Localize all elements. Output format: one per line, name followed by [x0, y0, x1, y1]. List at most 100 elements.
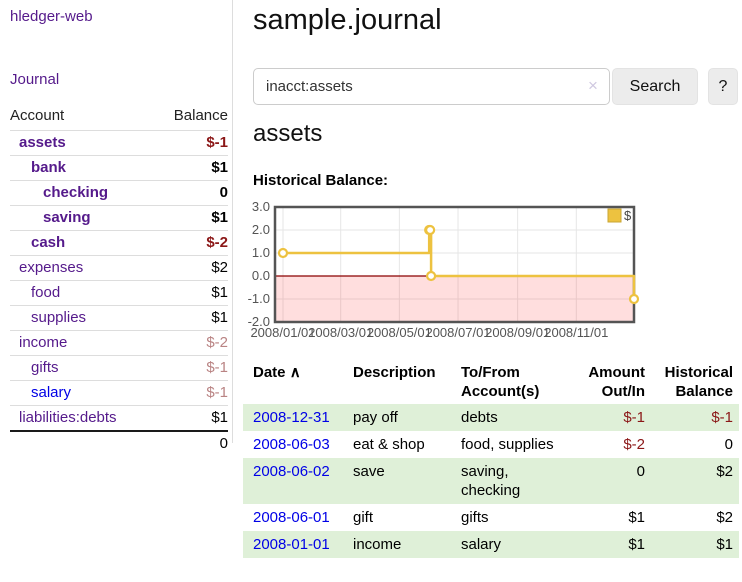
transaction-description: pay off [343, 404, 451, 431]
account-balance: 0 [154, 180, 228, 206]
transaction-description: gift [353, 509, 374, 526]
transaction-amount: $-2 [623, 436, 645, 453]
transaction-date-link[interactable]: 2008-01-01 [253, 536, 330, 553]
sidebar: hledger-web Journal Account Balance asse… [0, 0, 233, 456]
account-link-cash[interactable]: cash [31, 234, 66, 251]
transaction-amount: $1 [628, 509, 645, 526]
transaction-amount: $1 [556, 531, 651, 558]
transaction-accounts: saving, checking [451, 458, 556, 504]
svg-text:2008/09/01: 2008/09/01 [485, 325, 550, 340]
account-balance: $-1 [154, 380, 228, 406]
account-row-saving: saving $1 [10, 205, 228, 231]
transaction-balance: $2 [716, 509, 733, 526]
account-row-gifts: gifts $-1 [10, 355, 228, 381]
account-balance: $1 [154, 155, 228, 181]
accounts-total-value: 0 [154, 430, 228, 456]
account-page-title: assets [253, 120, 323, 147]
search-button[interactable]: Search [612, 68, 698, 105]
register-row: 2008-06-01 gift gifts $1 $2 [243, 504, 739, 531]
account-balance: $-1 [154, 130, 228, 156]
register-row: 2008-01-01 income salary $1 $1 [243, 531, 739, 558]
date-header-label: Date [253, 364, 286, 381]
svg-text:2008/07/01: 2008/07/01 [425, 325, 490, 340]
transaction-amount: 0 [556, 458, 651, 504]
register-table: Date ∧ Description To/From Account(s) Am… [243, 360, 739, 558]
svg-text:-2.0: -2.0 [248, 314, 270, 329]
historical-balance-chart: $3.0 2.0 1.0 0.0 -1.0 -2.0 2008/01/01 2008/03/0… [240, 198, 742, 348]
transaction-balance: $-1 [651, 404, 739, 431]
svg-text:2008/01/01: 2008/01/01 [250, 325, 315, 340]
account-row-food: food $1 [10, 280, 228, 306]
account-link-liabilities-debts[interactable]: liabilities:debts [19, 409, 117, 426]
search-input[interactable] [253, 68, 610, 105]
accounts-header-row: Account Balance [10, 102, 228, 131]
account-link-assets[interactable]: assets [19, 134, 66, 151]
account-balance: $-2 [154, 230, 228, 256]
account-link-checking[interactable]: checking [43, 184, 109, 201]
register-row: 2008-06-03 eat & shop food, supplies $-2… [243, 431, 739, 458]
register-row: 2008-06-02 save saving, checking 0 $2 [243, 458, 739, 504]
svg-text:$: $ [624, 208, 632, 223]
transaction-date-link[interactable]: 2008-06-02 [253, 463, 330, 480]
transaction-accounts: debts [451, 404, 556, 431]
account-link-bank[interactable]: bank [31, 159, 67, 176]
svg-text:1.0: 1.0 [252, 245, 270, 260]
account-link-food[interactable]: food [31, 284, 61, 301]
transaction-description: eat & shop [353, 436, 425, 453]
accounts-header-account: Account [10, 107, 65, 124]
transaction-balance: 0 [724, 436, 733, 453]
account-balance: $1 [154, 280, 228, 306]
account-row-supplies: supplies $1 [10, 305, 228, 331]
transaction-description: save [343, 458, 451, 504]
account-balance: $2 [154, 255, 228, 281]
chart-label: Historical Balance: [253, 172, 389, 189]
account-link-saving[interactable]: saving [43, 209, 91, 226]
svg-text:0.0: 0.0 [252, 268, 270, 283]
account-link-income[interactable]: income [19, 334, 68, 351]
account-row-cash: cash $-2 [10, 230, 228, 256]
transaction-balance: $1 [651, 531, 739, 558]
register-header-row: Date ∧ Description To/From Account(s) Am… [243, 360, 739, 404]
sort-ascending-icon: ∧ [289, 364, 301, 381]
accounts-table: Account Balance assets $-1 bank $1 check… [10, 102, 228, 456]
account-link-salary[interactable]: salary [31, 384, 72, 401]
account-balance: $1 [154, 405, 228, 431]
account-balance: $-2 [154, 330, 228, 356]
register-header-accounts: To/From Account(s) [461, 364, 540, 400]
account-row-bank: bank $1 [10, 155, 228, 181]
account-balance: $-1 [154, 355, 228, 381]
page-title: sample.journal [253, 4, 442, 36]
accounts-header-balance: Balance [173, 107, 228, 124]
account-link-expenses[interactable]: expenses [19, 259, 84, 276]
help-button[interactable]: ? [708, 68, 738, 105]
balance-chart: $3.0 2.0 1.0 0.0 -1.0 -2.02008/01/012008/03/0… [248, 199, 640, 340]
account-row-checking: checking 0 [10, 180, 228, 206]
register-header-description: Description [353, 364, 436, 381]
accounts-total-row: 0 [10, 430, 228, 456]
account-row-salary: salary $-1 [10, 380, 228, 406]
transaction-date-link[interactable]: 2008-12-31 [253, 409, 330, 426]
account-link-gifts[interactable]: gifts [31, 359, 59, 376]
transaction-date-link[interactable]: 2008-06-03 [253, 436, 330, 453]
register-header-amount: Amount Out/In [588, 364, 645, 400]
transaction-accounts: salary [451, 531, 556, 558]
svg-text:3.0: 3.0 [252, 199, 270, 214]
sidebar-item-journal[interactable]: Journal [10, 71, 60, 88]
transaction-accounts: food, supplies [461, 436, 554, 453]
account-balance: $1 [154, 205, 228, 231]
svg-text:2008/11/01: 2008/11/01 [544, 325, 608, 340]
svg-text:2008/05/01: 2008/05/01 [367, 325, 432, 340]
transaction-date-link[interactable]: 2008-06-01 [253, 509, 330, 526]
account-balance: $1 [154, 305, 228, 331]
account-row-liabilities-debts: liabilities:debts $1 [10, 405, 228, 431]
register-row: 2008-12-31 pay off debts $-1 $-1 [243, 404, 739, 431]
account-row-expenses: expenses $2 [10, 255, 228, 281]
account-row-income: income $-2 [10, 330, 228, 356]
transaction-description: income [343, 531, 451, 558]
account-link-supplies[interactable]: supplies [31, 309, 87, 326]
account-row-assets: assets $-1 [10, 130, 228, 156]
app-title-link[interactable]: hledger-web [10, 8, 93, 25]
transaction-amount: $-1 [556, 404, 651, 431]
register-header-date[interactable]: Date ∧ [243, 360, 343, 404]
clear-search-icon[interactable]: × [588, 76, 598, 95]
